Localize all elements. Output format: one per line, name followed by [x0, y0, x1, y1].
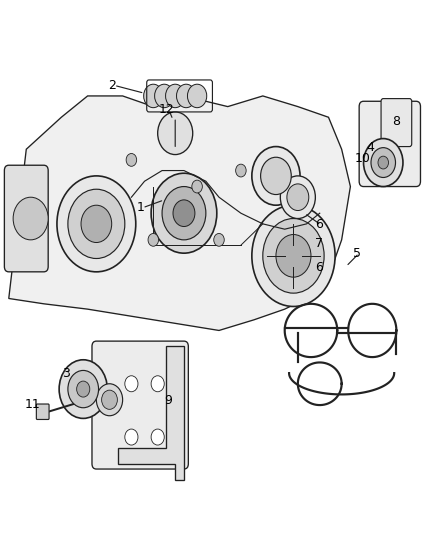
Text: 5: 5 — [353, 247, 361, 260]
Circle shape — [162, 187, 206, 240]
Circle shape — [151, 429, 164, 445]
Circle shape — [177, 84, 196, 108]
Circle shape — [252, 147, 300, 205]
Text: 6: 6 — [315, 261, 323, 274]
Circle shape — [102, 390, 117, 409]
Circle shape — [13, 197, 48, 240]
Circle shape — [59, 360, 107, 418]
Text: 4: 4 — [366, 141, 374, 154]
Circle shape — [77, 381, 90, 397]
Circle shape — [148, 233, 159, 246]
Text: 10: 10 — [355, 152, 371, 165]
Circle shape — [158, 112, 193, 155]
Circle shape — [151, 376, 164, 392]
FancyBboxPatch shape — [359, 101, 420, 187]
Circle shape — [378, 156, 389, 169]
Circle shape — [125, 376, 138, 392]
Circle shape — [214, 233, 224, 246]
FancyBboxPatch shape — [36, 404, 49, 419]
Circle shape — [68, 189, 125, 259]
Circle shape — [261, 157, 291, 195]
Circle shape — [280, 176, 315, 219]
Text: 6: 6 — [315, 219, 323, 231]
Circle shape — [364, 139, 403, 187]
Circle shape — [287, 184, 309, 211]
Circle shape — [371, 148, 396, 177]
Text: 11: 11 — [25, 398, 41, 410]
Circle shape — [252, 205, 335, 306]
Polygon shape — [118, 346, 184, 480]
Circle shape — [57, 176, 136, 272]
Circle shape — [187, 84, 207, 108]
Text: 2: 2 — [108, 79, 116, 92]
Circle shape — [192, 180, 202, 193]
Text: 7: 7 — [315, 237, 323, 250]
Text: 3: 3 — [62, 367, 70, 379]
Circle shape — [96, 384, 123, 416]
Text: 1: 1 — [136, 201, 144, 214]
Text: 9: 9 — [165, 394, 173, 407]
Circle shape — [173, 200, 195, 227]
Circle shape — [151, 173, 217, 253]
Polygon shape — [9, 96, 350, 330]
Text: 8: 8 — [392, 115, 400, 128]
FancyBboxPatch shape — [4, 165, 48, 272]
FancyBboxPatch shape — [92, 341, 188, 469]
Circle shape — [276, 235, 311, 277]
Circle shape — [68, 370, 99, 408]
Circle shape — [236, 164, 246, 177]
Circle shape — [166, 84, 185, 108]
FancyBboxPatch shape — [381, 99, 412, 147]
Circle shape — [125, 429, 138, 445]
Text: 12: 12 — [159, 103, 174, 116]
Circle shape — [144, 84, 163, 108]
Circle shape — [81, 205, 112, 243]
Circle shape — [263, 219, 324, 293]
Circle shape — [155, 84, 174, 108]
Circle shape — [126, 154, 137, 166]
